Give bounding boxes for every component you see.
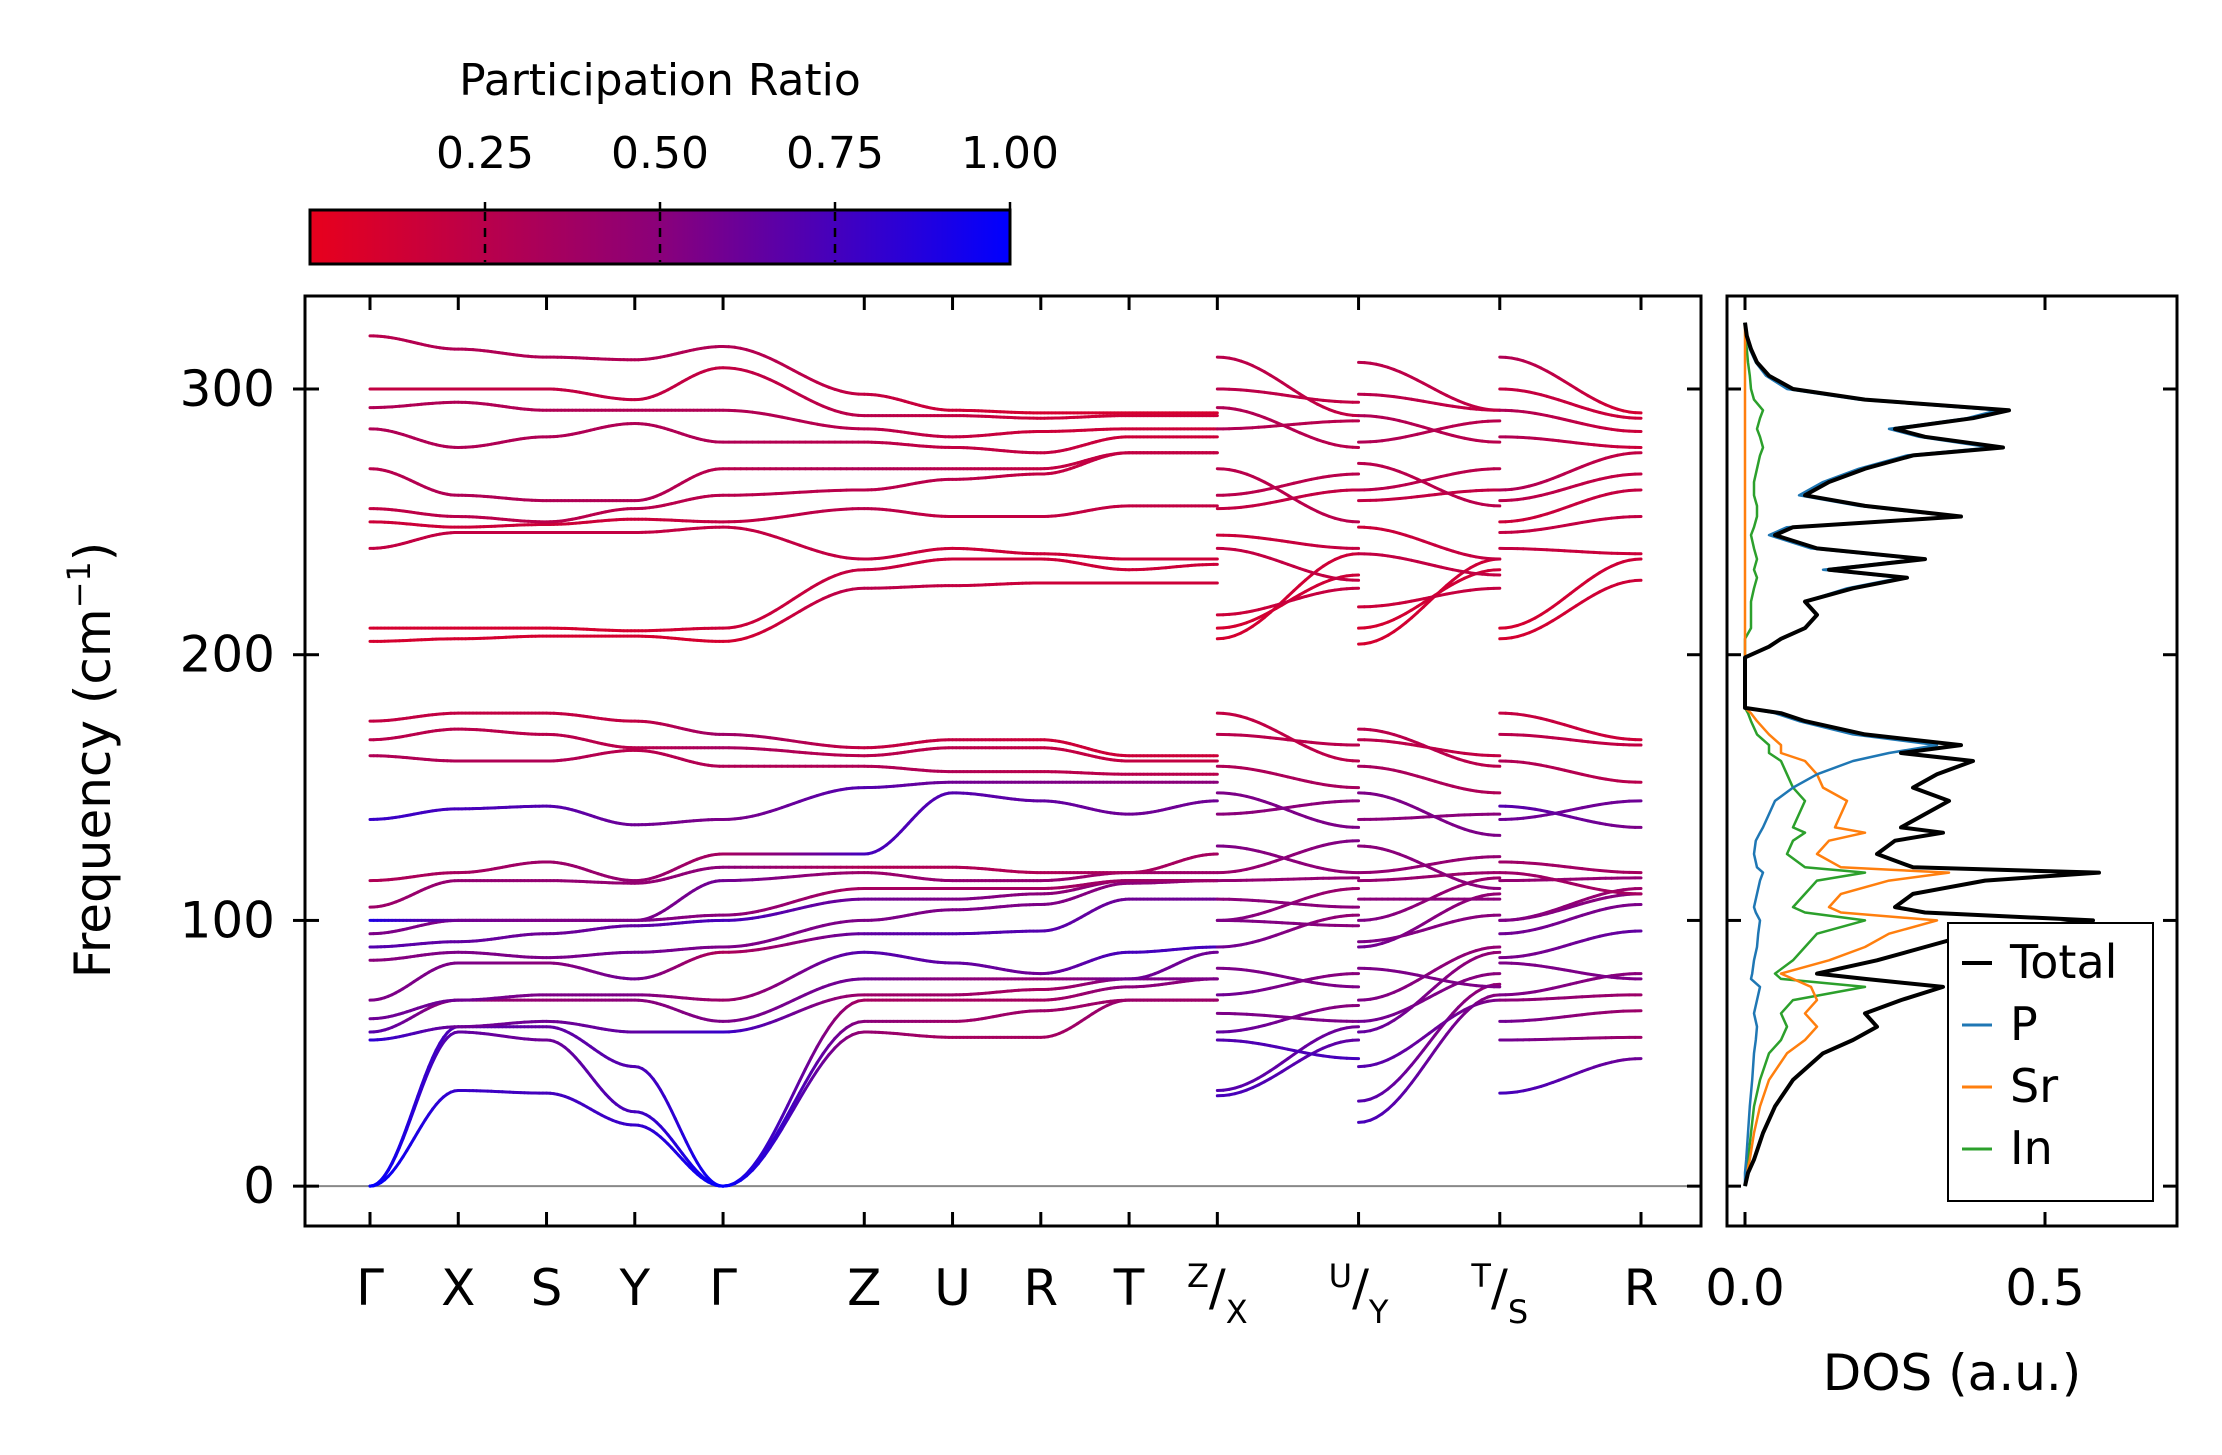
band-line — [803, 1056, 813, 1071]
band-line — [821, 1053, 831, 1064]
band-line — [756, 1152, 766, 1164]
band-line — [798, 1087, 807, 1101]
band-line — [774, 1115, 784, 1131]
band-line — [786, 1107, 796, 1121]
band-line — [750, 1157, 760, 1169]
band-line — [762, 1138, 772, 1152]
colorbar-tick-label: 0.50 — [611, 128, 709, 179]
band-line — [827, 1017, 837, 1029]
band-line — [821, 1025, 831, 1039]
band-line — [401, 1125, 409, 1139]
band-line — [416, 1084, 423, 1098]
band-line — [780, 1113, 790, 1127]
band-line — [394, 1144, 401, 1157]
band-line — [412, 1094, 420, 1108]
band-line — [803, 1078, 813, 1091]
band-line — [780, 1117, 790, 1131]
colorbar-tick-label: 1.00 — [961, 128, 1059, 179]
band-line — [756, 1148, 766, 1161]
colorbar-label: Participation Ratio — [459, 55, 861, 106]
band-line — [774, 1127, 784, 1141]
band-line — [768, 1133, 778, 1147]
band-line — [809, 1061, 819, 1074]
band-line — [792, 1097, 802, 1111]
band-line — [405, 1115, 412, 1129]
band-line — [798, 1067, 807, 1083]
phonon-bands — [368, 334, 1643, 1188]
colorbar-tick-label: 0.75 — [786, 128, 884, 179]
band-line — [827, 1036, 837, 1048]
band-line — [815, 1052, 825, 1065]
band-line — [768, 1127, 778, 1142]
colorbar-ticks: 0.25 0.50 0.75 1.00 — [436, 128, 1059, 262]
band-line — [792, 1091, 802, 1106]
band-line — [815, 1035, 825, 1049]
band-line — [774, 1123, 784, 1137]
band-line — [408, 1104, 416, 1119]
band-line — [786, 1091, 796, 1107]
band-line — [809, 1045, 819, 1060]
band-line — [792, 1079, 802, 1095]
band-line — [786, 1102, 796, 1117]
band-line — [798, 1080, 807, 1095]
colorbar: Participation Ratio 0.25 0.50 0.75 1.00 — [308, 55, 1059, 266]
band-line — [821, 1044, 831, 1056]
band-line — [423, 1065, 431, 1078]
band-line — [803, 1070, 813, 1084]
band-line — [427, 1060, 435, 1073]
band-line — [397, 1135, 405, 1148]
band-line — [427, 1056, 435, 1069]
band-line — [815, 1060, 825, 1073]
band-line — [809, 1069, 819, 1082]
band-line — [419, 1074, 427, 1088]
colorbar-tick-label: 0.25 — [436, 128, 534, 179]
band-line — [780, 1103, 790, 1119]
band-line — [762, 1143, 772, 1156]
